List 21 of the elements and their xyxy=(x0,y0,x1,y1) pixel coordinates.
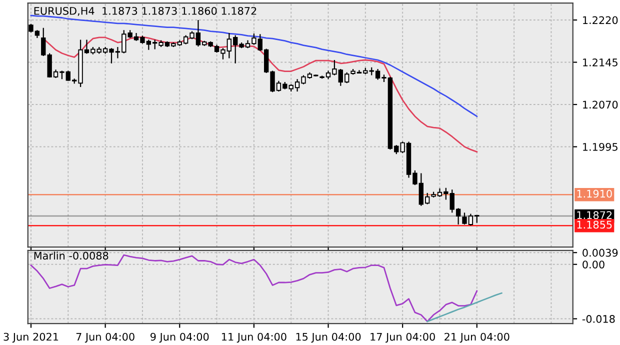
x-tick-label: 9 Jun 04:00 xyxy=(150,332,209,343)
x-tick-label: 15 Jun 04:00 xyxy=(296,332,361,343)
x-tick-label: 21 Jun 04:00 xyxy=(444,332,510,343)
ref-line-label: 1.1910 xyxy=(577,190,612,198)
y-tick-label: 1.1995 xyxy=(583,142,618,151)
ref-line-label: 1.1855 xyxy=(577,220,612,229)
y-tick-label: 1.2220 xyxy=(583,16,618,24)
ref-line-label: 1.1872 xyxy=(577,211,612,220)
x-tick-label: 17 Jun 04:00 xyxy=(370,332,435,343)
y-tick-label: 0.00 xyxy=(582,260,604,268)
line-series xyxy=(426,292,502,322)
y-tick-label: 1.2145 xyxy=(583,58,618,66)
y-tick-label: 1.2070 xyxy=(583,100,618,109)
y-tick-label: 0.0039 xyxy=(582,248,618,257)
x-tick-label: 7 Jun 04:00 xyxy=(76,332,134,343)
y-tick-label: -0.018 xyxy=(582,315,615,323)
x-tick-label: 3 Jun 2021 xyxy=(4,332,58,343)
chart-title: Marlin -0.0088 xyxy=(34,252,108,260)
line-series xyxy=(30,14,478,118)
chart-title: EURUSD,H4 1.1873 1.1873 1.1860 1.1872 xyxy=(34,6,256,16)
x-tick-label: 11 Jun 04:00 xyxy=(222,332,286,343)
